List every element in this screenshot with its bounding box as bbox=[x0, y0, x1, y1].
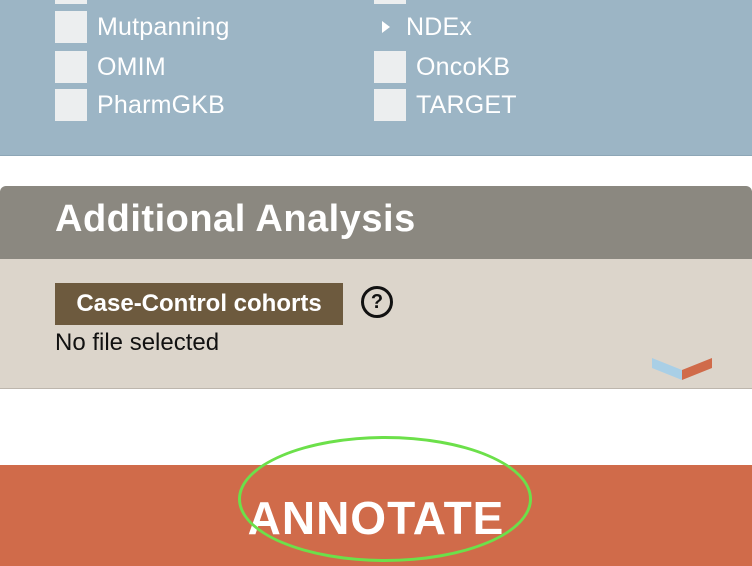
database-label: Mutpanning bbox=[97, 12, 230, 41]
annotate-button[interactable]: ANNOTATE bbox=[0, 465, 752, 566]
triangle-right-icon bbox=[382, 21, 390, 33]
database-label: TARGET bbox=[416, 90, 517, 119]
checkbox[interactable] bbox=[55, 51, 87, 83]
checkbox-partial[interactable] bbox=[374, 0, 406, 4]
database-option-mutpanning[interactable]: Mutpanning bbox=[55, 10, 230, 44]
checkbox[interactable] bbox=[55, 89, 87, 121]
section-title: Additional Analysis bbox=[55, 198, 416, 240]
question-circle-icon[interactable]: ? bbox=[361, 286, 393, 318]
database-label: OMIM bbox=[97, 52, 166, 81]
database-option-target[interactable]: TARGET bbox=[374, 88, 517, 122]
chevron-down-icon[interactable] bbox=[650, 354, 714, 380]
checkbox[interactable] bbox=[55, 11, 87, 43]
database-label: OncoKB bbox=[416, 52, 511, 81]
additional-analysis-header[interactable]: Additional Analysis bbox=[0, 186, 752, 259]
checkbox[interactable] bbox=[374, 89, 406, 121]
database-label: PharmGKB bbox=[97, 90, 226, 119]
checkbox-partial[interactable] bbox=[55, 0, 87, 4]
database-option-oncokb[interactable]: OncoKB bbox=[374, 50, 510, 84]
database-option-pharmgkb[interactable]: PharmGKB bbox=[55, 88, 225, 122]
ndex-expander[interactable]: NDEx bbox=[382, 10, 472, 44]
case-control-file-button[interactable]: Case-Control cohorts bbox=[55, 283, 343, 325]
annotate-label: ANNOTATE bbox=[247, 492, 505, 544]
checkbox[interactable] bbox=[374, 51, 406, 83]
database-selection-panel: Mutpanning OMIM PharmGKB NDEx OncoKB TAR… bbox=[0, 0, 752, 156]
additional-analysis-body: Case-Control cohorts ? No file selected bbox=[0, 259, 752, 389]
expander-label: NDEx bbox=[406, 12, 473, 41]
file-status-text: No file selected bbox=[55, 329, 220, 356]
database-option-omim[interactable]: OMIM bbox=[55, 50, 166, 84]
